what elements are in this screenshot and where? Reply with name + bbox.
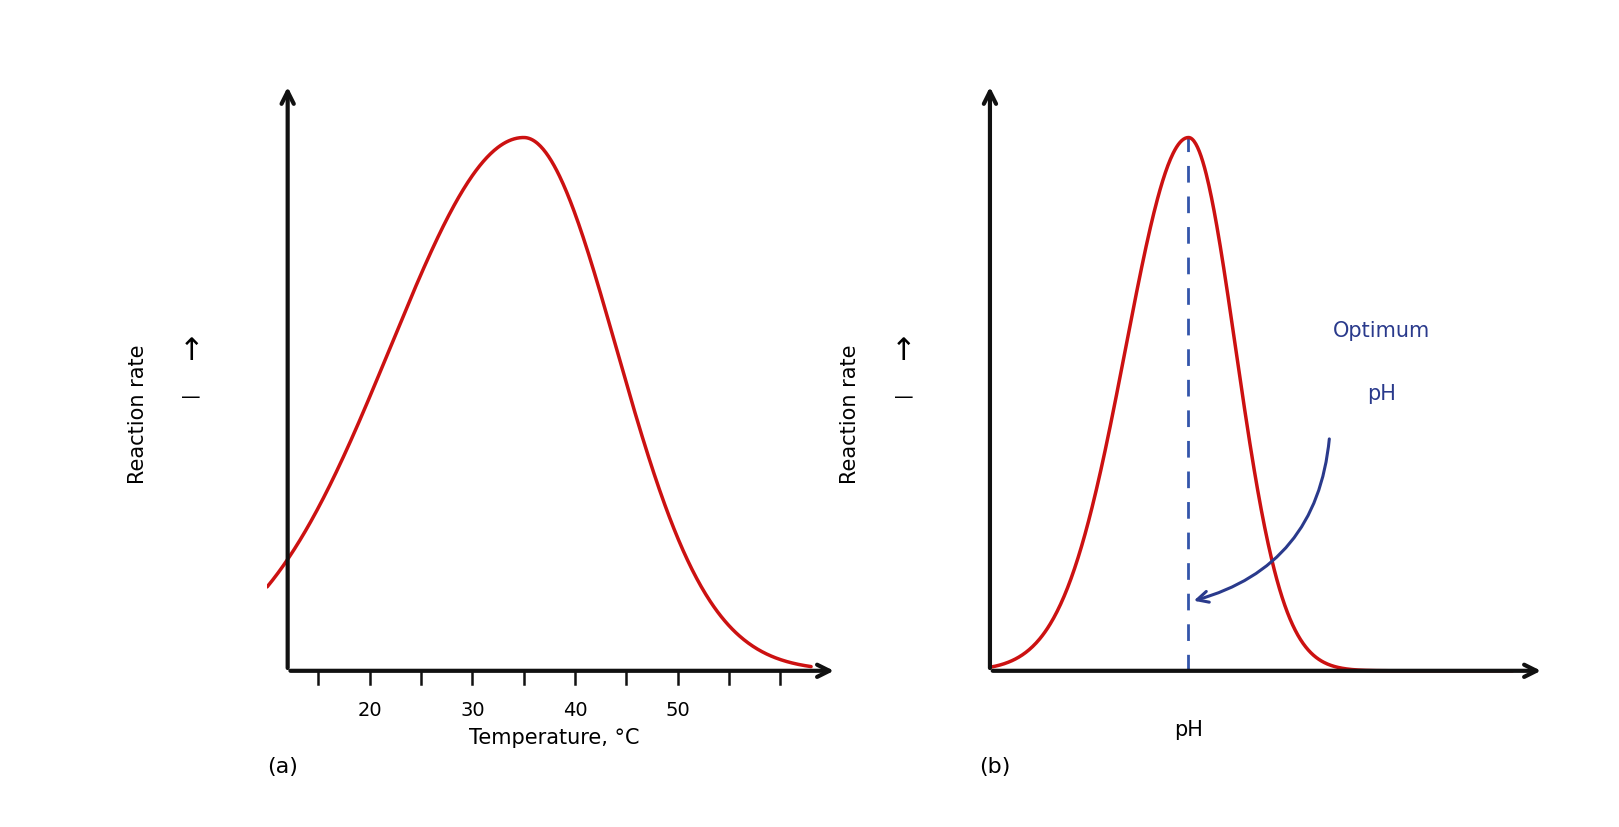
Text: ↑: ↑ xyxy=(890,337,916,366)
Text: —: — xyxy=(894,388,913,406)
Text: 20: 20 xyxy=(358,700,382,719)
Text: pH: pH xyxy=(1368,384,1396,404)
Text: —: — xyxy=(181,388,201,406)
Text: Reaction rate: Reaction rate xyxy=(840,344,860,483)
Text: 40: 40 xyxy=(563,700,588,719)
Text: Reaction rate: Reaction rate xyxy=(128,344,147,483)
Text: Optimum: Optimum xyxy=(1332,321,1431,341)
Text: Temperature, °C: Temperature, °C xyxy=(470,727,640,747)
Text: (b): (b) xyxy=(979,756,1010,777)
Text: pH: pH xyxy=(1174,719,1203,739)
Text: 50: 50 xyxy=(665,700,690,719)
Text: 30: 30 xyxy=(460,700,484,719)
Text: (a): (a) xyxy=(267,756,298,777)
Text: ↑: ↑ xyxy=(178,337,204,366)
